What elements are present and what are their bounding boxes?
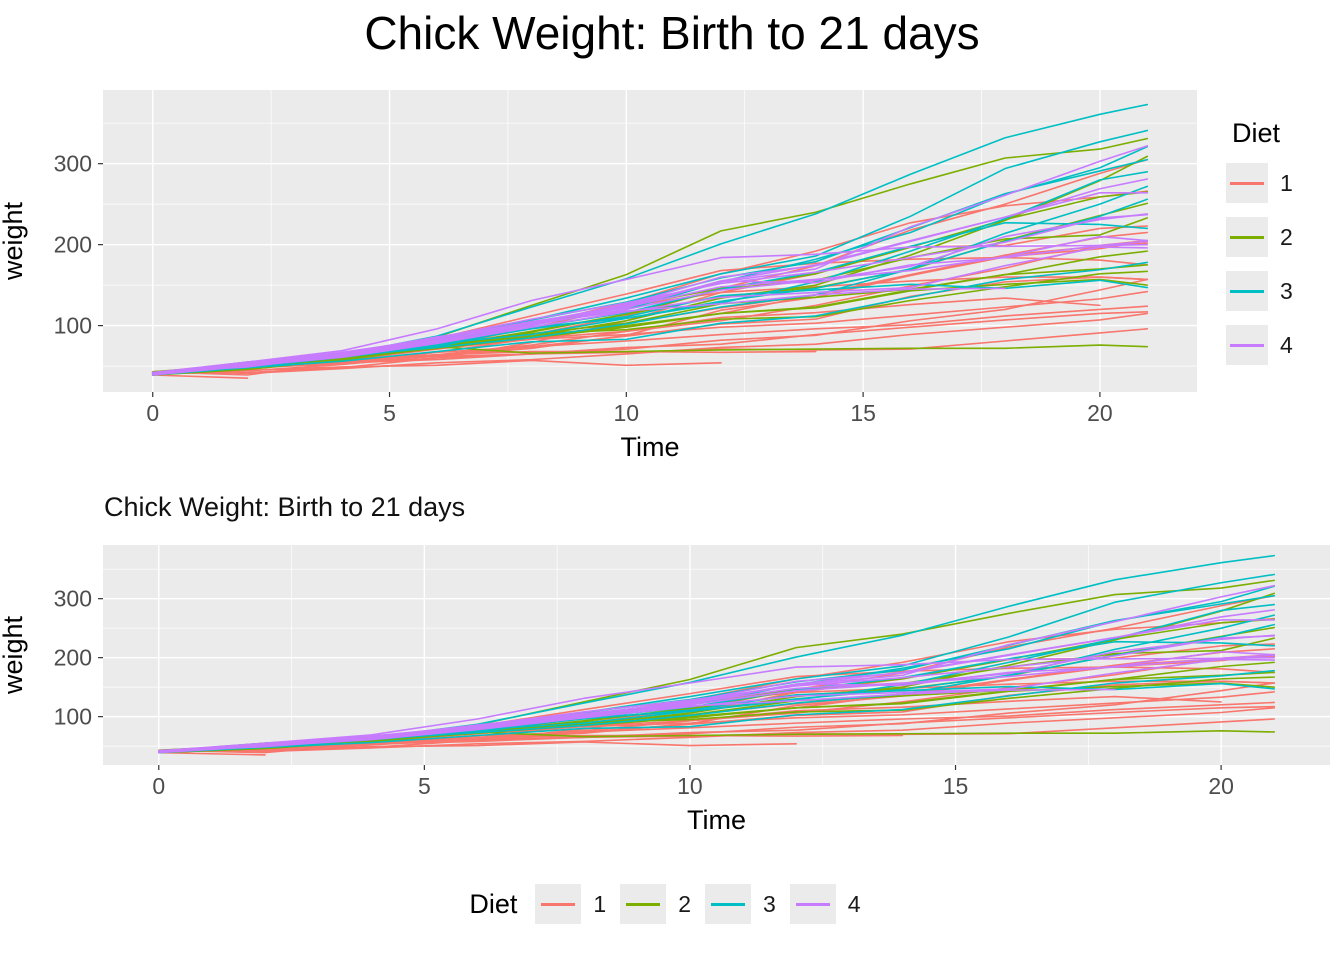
legend-entry-diet-3: 3 bbox=[705, 884, 776, 924]
legend-line-icon bbox=[1230, 289, 1264, 293]
chick-line-diet-1 bbox=[157, 701, 1276, 753]
top-chart-title: Chick Weight: Birth to 21 days bbox=[364, 7, 980, 59]
bottom-chart-title: Chick Weight: Birth to 21 days bbox=[104, 492, 466, 522]
legend-key-swatch bbox=[1226, 217, 1268, 257]
legend-line-icon bbox=[541, 902, 576, 906]
chick-line-diet-2 bbox=[157, 682, 1276, 752]
legend-line-icon bbox=[626, 902, 661, 906]
legend-label: 3 bbox=[763, 890, 776, 917]
legend-key-swatch bbox=[535, 884, 582, 924]
y-axis-title: weight bbox=[0, 615, 28, 695]
legend-line-icon bbox=[1230, 343, 1264, 347]
chick-line-diet-1 bbox=[151, 311, 1149, 375]
chick-line-diet-4 bbox=[151, 192, 1149, 375]
legend-entry-diet-1: 1 bbox=[535, 884, 606, 924]
x-tick-label: 0 bbox=[146, 400, 159, 426]
y-tick-label: 200 bbox=[54, 645, 92, 671]
legend-entry-diet-4: 4 bbox=[1226, 325, 1338, 365]
chick-line-diet-4 bbox=[157, 619, 1276, 753]
x-tick-label: 0 bbox=[152, 773, 165, 799]
legend-entry-diet-2: 2 bbox=[1226, 217, 1338, 257]
bottom-chart-legend: Diet 1 2 3 4 bbox=[0, 884, 1344, 924]
chick-line-diet-3 bbox=[157, 669, 1276, 753]
x-tick-label: 15 bbox=[943, 773, 969, 799]
legend-line-icon bbox=[795, 902, 830, 906]
legend-line-icon bbox=[711, 902, 745, 906]
chick-line-diet-1 bbox=[151, 359, 722, 375]
chick-line-diet-1 bbox=[151, 305, 1149, 375]
legend-key-swatch bbox=[705, 884, 751, 924]
legend-label: 3 bbox=[1280, 277, 1293, 304]
chick-line-diet-2 bbox=[151, 278, 1149, 374]
legend-title: Diet bbox=[469, 888, 518, 919]
chick-line-diet-1 bbox=[157, 751, 266, 756]
legend-label: 2 bbox=[1280, 223, 1293, 250]
legend-key-swatch bbox=[1226, 163, 1268, 203]
legend-label: 4 bbox=[847, 890, 861, 917]
legend-line-icon bbox=[1230, 235, 1264, 239]
chick-line-diet-1 bbox=[151, 374, 249, 380]
y-tick-label: 100 bbox=[54, 313, 92, 339]
chick-line-diet-3 bbox=[151, 261, 1149, 375]
x-axis-title: Time bbox=[621, 432, 680, 462]
top-chart-canvas: 0 5 10 15 20 100 200 300 Time weight bbox=[0, 90, 1197, 462]
y-tick-label: 300 bbox=[54, 151, 92, 177]
legend-key-swatch bbox=[789, 884, 836, 924]
legend-line-icon bbox=[1230, 181, 1264, 185]
x-tick-label: 10 bbox=[614, 400, 640, 426]
legend-entry-diet-3: 3 bbox=[1226, 271, 1338, 311]
legend-title: Diet bbox=[1232, 118, 1281, 148]
x-axis-title: Time bbox=[687, 805, 746, 835]
chick-line-diet-4 bbox=[157, 635, 1276, 753]
chick-line-diet-1 bbox=[157, 705, 1276, 753]
panel-background bbox=[103, 545, 1330, 765]
chick-line-diet-4 bbox=[151, 235, 1149, 375]
top-chart-legend: Diet 1 2 3 4 bbox=[1226, 118, 1338, 379]
x-tick-label: 20 bbox=[1087, 400, 1113, 426]
legend-label: 1 bbox=[593, 890, 607, 917]
legend-key-swatch bbox=[1226, 271, 1268, 311]
legend-key-swatch bbox=[620, 884, 667, 924]
legend-key-swatch bbox=[1226, 325, 1268, 365]
y-tick-label: 100 bbox=[54, 704, 92, 730]
x-tick-label: 5 bbox=[418, 773, 431, 799]
x-tick-label: 10 bbox=[677, 773, 703, 799]
legend-label: 1 bbox=[1280, 169, 1293, 196]
bottom-chart-canvas: 0 5 10 15 20 100 200 300 Time weight bbox=[0, 545, 1330, 835]
chick-line-diet-4 bbox=[151, 243, 1149, 374]
x-tick-label: 5 bbox=[383, 400, 396, 426]
legend-label: 4 bbox=[1280, 331, 1293, 358]
y-axis-title: weight bbox=[0, 201, 28, 281]
legend-entry-diet-2: 2 bbox=[620, 884, 691, 924]
panel-background bbox=[103, 90, 1197, 392]
y-tick-label: 200 bbox=[54, 232, 92, 258]
chick-line-diet-4 bbox=[151, 213, 1149, 375]
legend-entry-diet-4: 4 bbox=[789, 884, 861, 924]
y-tick-label: 300 bbox=[54, 586, 92, 612]
legend-entry-diet-1: 1 bbox=[1226, 163, 1338, 203]
x-tick-label: 20 bbox=[1208, 773, 1234, 799]
legend-label: 2 bbox=[678, 890, 691, 917]
chick-line-diet-4 bbox=[157, 656, 1276, 752]
x-tick-label: 15 bbox=[850, 400, 876, 426]
